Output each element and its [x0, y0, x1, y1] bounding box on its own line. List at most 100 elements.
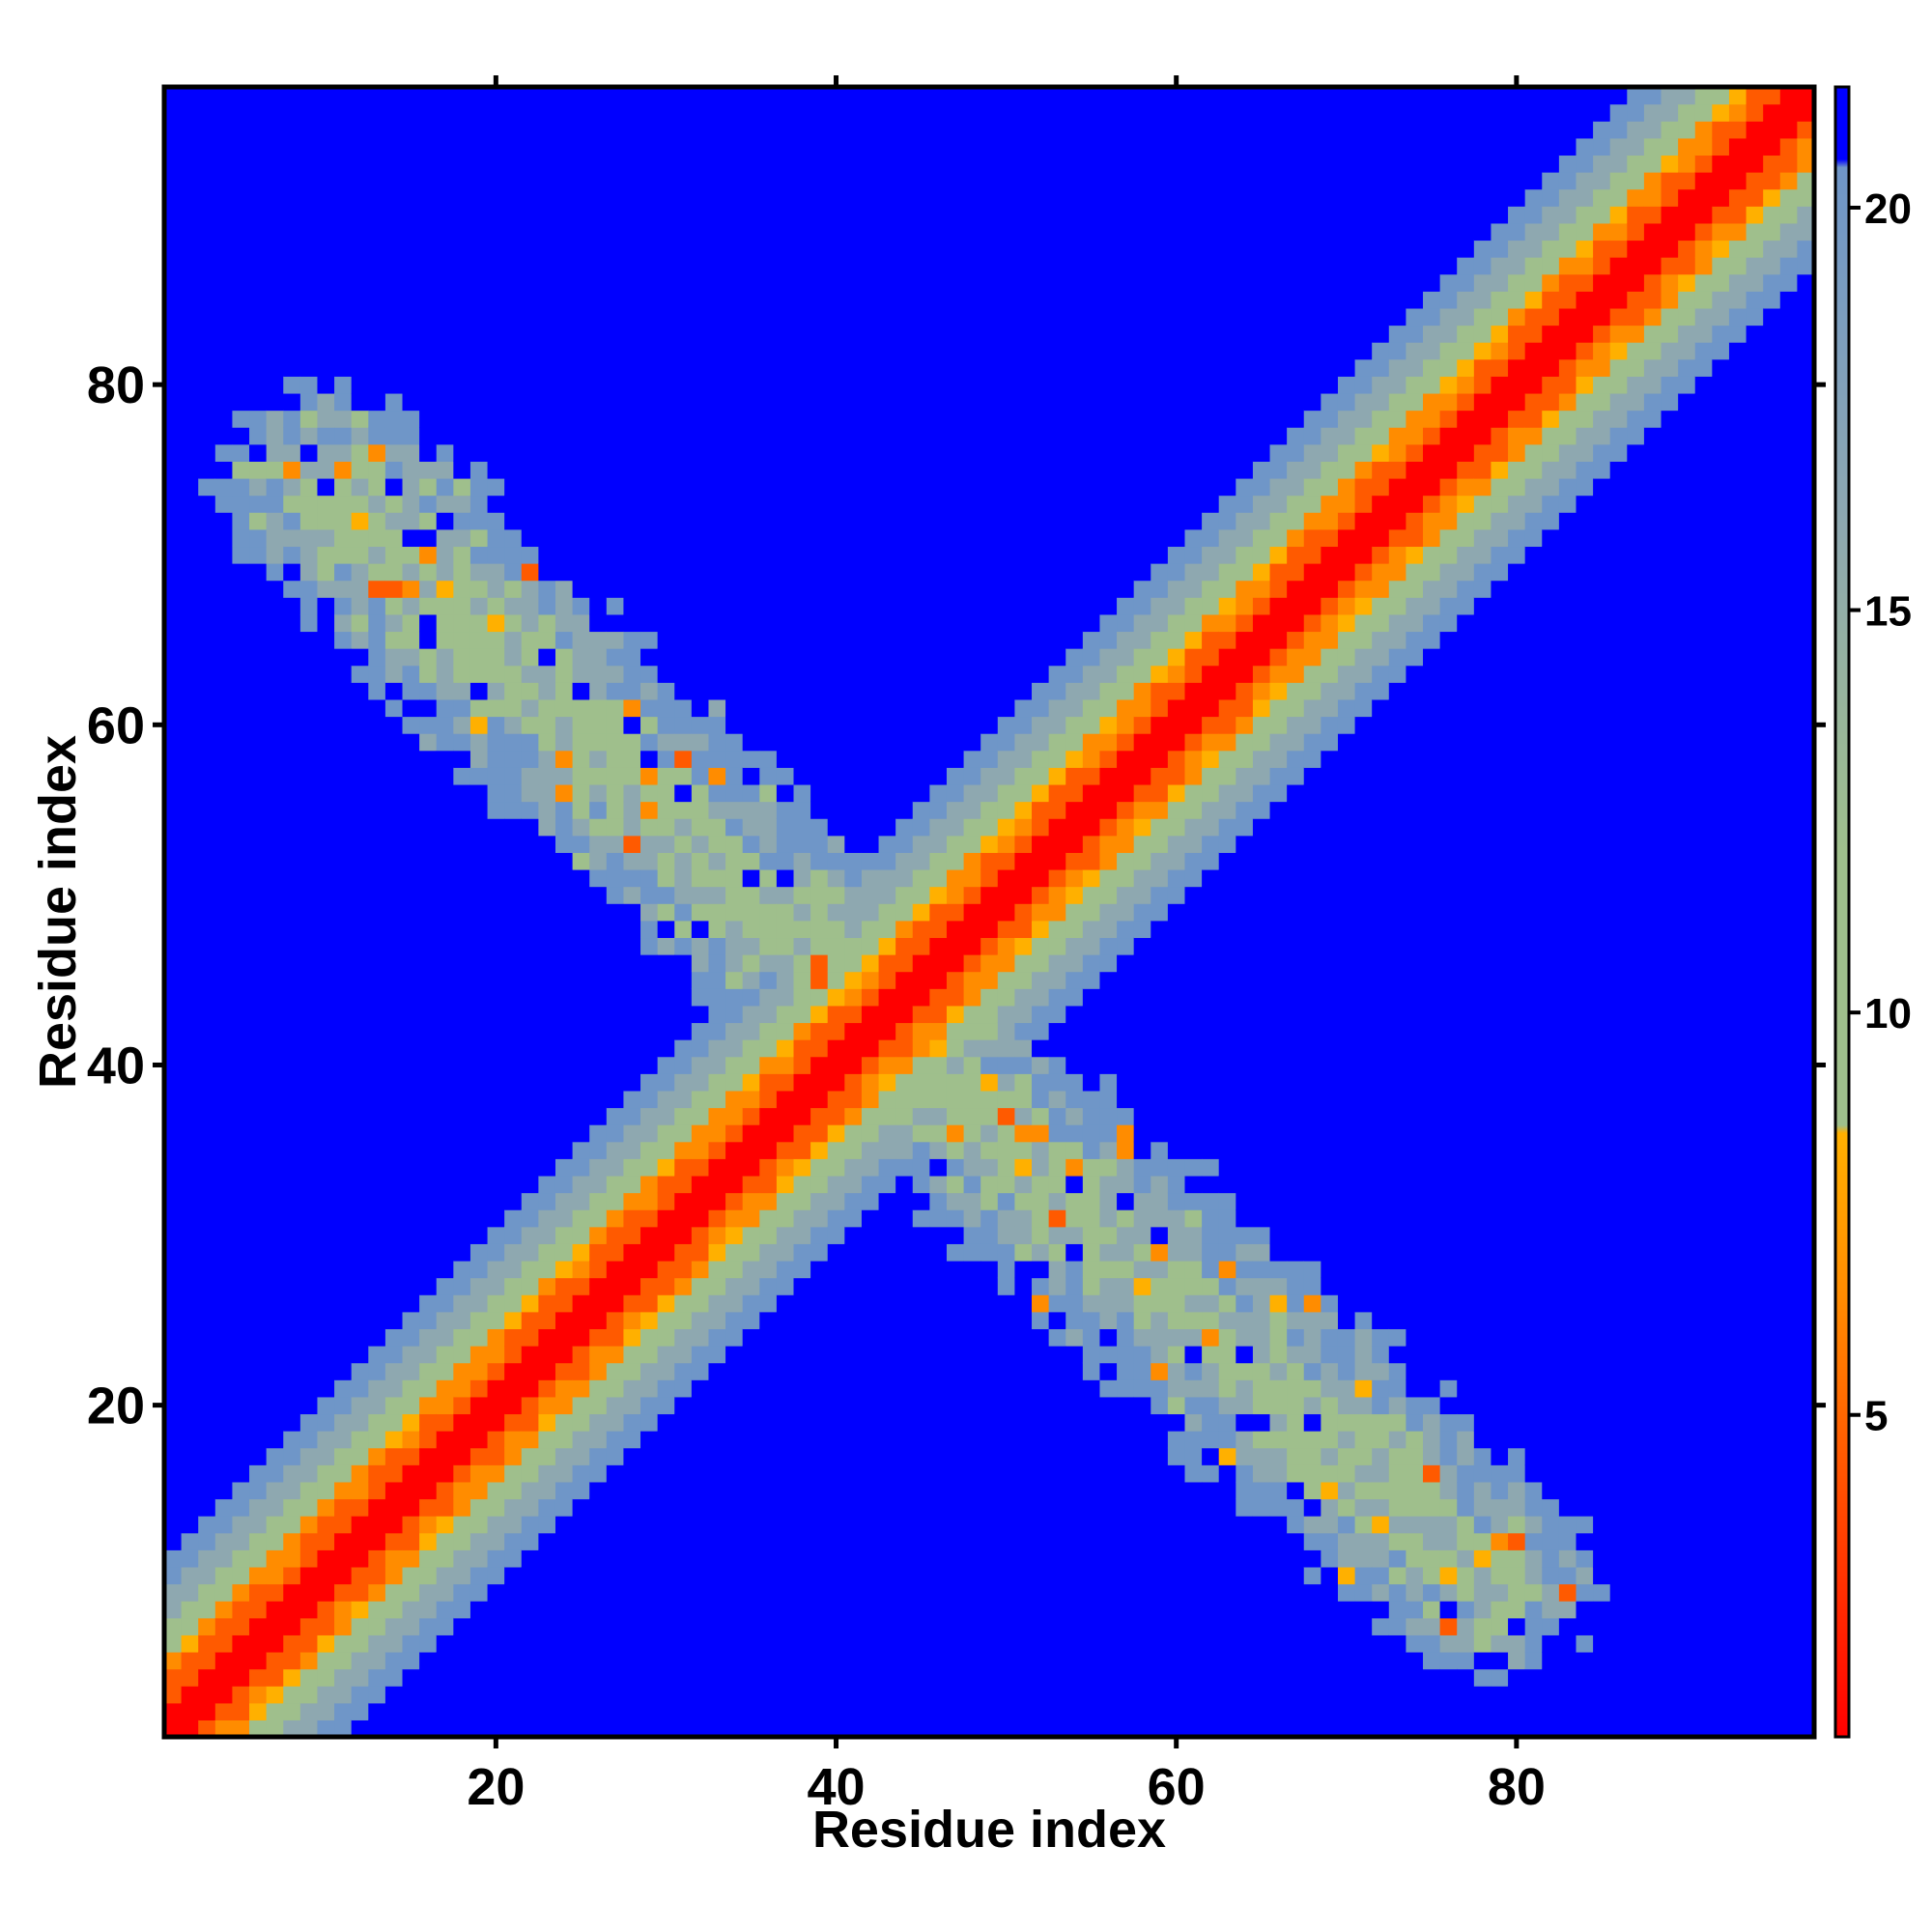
heatmap-cell [266, 1294, 284, 1313]
heatmap-cell [708, 733, 726, 752]
heatmap-cell [844, 1396, 863, 1415]
heatmap-cell [1014, 1022, 1033, 1040]
heatmap-cell [589, 1209, 608, 1228]
heatmap-cell [469, 495, 489, 513]
heatmap-cell [538, 87, 556, 105]
heatmap-cell [384, 325, 404, 343]
heatmap-cell [572, 206, 590, 224]
heatmap-cell [436, 1396, 454, 1415]
heatmap-cell [521, 1277, 539, 1295]
heatmap-cell [878, 1498, 896, 1517]
heatmap-cell [878, 376, 896, 394]
heatmap-cell [538, 716, 556, 734]
heatmap-cell [572, 257, 590, 275]
heatmap-cell [1014, 477, 1033, 497]
heatmap-cell [572, 886, 590, 904]
heatmap-cell [742, 716, 760, 734]
heatmap-cell [368, 1396, 386, 1415]
heatmap-cell [776, 1498, 795, 1517]
heatmap-cell [214, 1668, 234, 1687]
heatmap-cell [640, 155, 659, 173]
heatmap-cell [283, 1277, 301, 1295]
heatmap-cell [776, 971, 795, 989]
heatmap-cell [521, 477, 539, 497]
heatmap-cell [572, 1192, 590, 1210]
heatmap-cell [469, 783, 489, 803]
heatmap-cell [317, 392, 335, 412]
heatmap-cell [1032, 1362, 1050, 1380]
heatmap-cell [214, 1431, 234, 1449]
heatmap-cell [521, 631, 539, 649]
heatmap-cell [402, 477, 420, 497]
heatmap-cell [878, 783, 896, 803]
heatmap-cell [538, 392, 556, 412]
heatmap-cell [504, 1209, 523, 1228]
heatmap-cell [725, 1362, 744, 1380]
heatmap-cell [963, 1617, 981, 1635]
heatmap-cell [384, 1498, 404, 1517]
heatmap-cell [878, 818, 896, 837]
heatmap-cell [742, 257, 760, 275]
heatmap-cell [674, 443, 693, 462]
heatmap-cell [469, 376, 489, 394]
heatmap-cell [368, 1566, 386, 1585]
heatmap-cell [623, 495, 641, 513]
heatmap-cell [453, 886, 471, 904]
heatmap-cell [521, 1516, 539, 1534]
heatmap-cell [878, 835, 896, 853]
heatmap-cell [487, 495, 505, 513]
heatmap-cell [793, 580, 811, 598]
heatmap-cell [691, 155, 710, 173]
heatmap-cell [844, 920, 863, 939]
heatmap-cell [980, 1396, 999, 1415]
heatmap-cell [589, 1192, 608, 1210]
heatmap-cell [368, 291, 386, 309]
heatmap-cell [487, 342, 505, 360]
heatmap-cell [708, 767, 726, 785]
heatmap-cell [469, 1039, 489, 1058]
heatmap-cell [469, 1651, 489, 1670]
heatmap-cell [538, 1532, 556, 1550]
heatmap-cell [759, 477, 778, 497]
heatmap-cell [317, 1277, 335, 1295]
heatmap-cell [929, 1481, 948, 1500]
heatmap-cell [878, 1346, 896, 1364]
heatmap-cell [368, 121, 386, 139]
heatmap-cell [929, 1175, 948, 1194]
heatmap-cell [164, 1583, 183, 1602]
heatmap-cell [521, 1566, 539, 1585]
heatmap-cell [606, 920, 625, 939]
heatmap-cell [334, 1686, 353, 1704]
heatmap-cell [844, 257, 863, 275]
heatmap-cell [980, 1039, 999, 1058]
heatmap-cell [317, 580, 335, 598]
heatmap-cell [929, 597, 948, 615]
heatmap-cell [980, 257, 999, 275]
heatmap-cell [487, 1005, 505, 1024]
heatmap-cell [878, 1413, 896, 1432]
heatmap-cell [164, 1005, 183, 1024]
heatmap-cell [708, 1158, 726, 1177]
heatmap-cell [725, 648, 744, 667]
heatmap-cell [181, 852, 199, 870]
heatmap-cell [453, 1601, 471, 1619]
heatmap-cell [554, 1209, 574, 1228]
heatmap-cell [334, 648, 353, 667]
heatmap-cell [214, 87, 234, 105]
heatmap-cell [895, 1175, 914, 1194]
heatmap-cell [181, 613, 199, 633]
heatmap-cell [980, 222, 999, 242]
heatmap-cell [299, 240, 319, 258]
heatmap-cell [997, 512, 1016, 530]
heatmap-cell [640, 1634, 659, 1653]
heatmap-cell [249, 1464, 268, 1483]
heatmap-cell [895, 1481, 914, 1500]
heatmap-cell [878, 733, 896, 752]
heatmap-cell [181, 392, 199, 412]
heatmap-cell [793, 546, 811, 564]
heatmap-cell [249, 1413, 268, 1432]
heatmap-cell [402, 1039, 420, 1058]
heatmap-cell [1014, 920, 1033, 939]
heatmap-cell [1014, 1226, 1033, 1244]
heatmap-cell [1032, 1651, 1050, 1670]
